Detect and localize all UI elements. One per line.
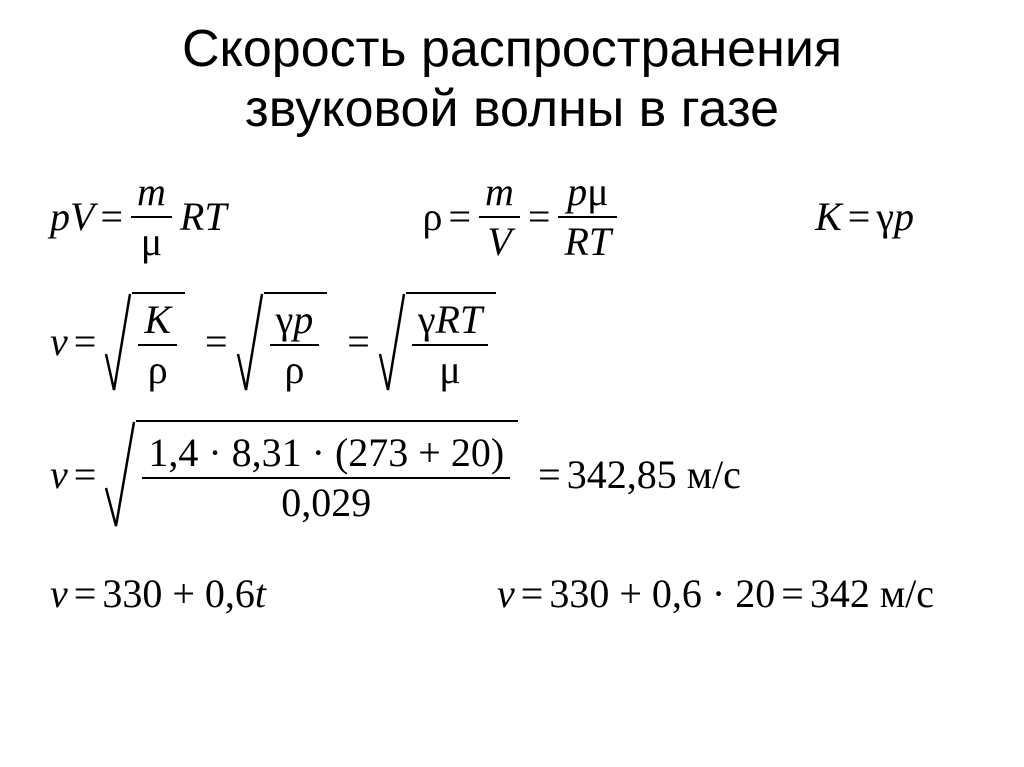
numerator-gp: γp (270, 298, 320, 342)
var-v: v (50, 570, 68, 617)
fraction-pmu-over-RT: pμ RT (558, 170, 617, 264)
title-line-2: звуковой волны в газе (245, 80, 779, 138)
fraction-numeric: 1,4 · 8,31 · (273 + 20) 0,029 (142, 431, 510, 525)
velocity-numeric: v = 1,4 · 8,31 · (273 + 20) 0,029 = (50, 420, 741, 530)
density-equation: ρ = m V = pμ RT (422, 170, 619, 264)
slide: Скорость распространения звуковой волны … (0, 0, 1024, 767)
equation-row-1: p V = m μ R T ρ = m V (50, 170, 974, 264)
numerator-m: m (479, 170, 520, 214)
slide-title: Скорость распространения звуковой волны … (50, 20, 974, 140)
var-v: v (497, 570, 515, 617)
result-value: 342 м/с (810, 570, 934, 617)
equals-sign: = (74, 570, 97, 617)
equals-sign: = (528, 193, 551, 240)
sqrt-K-over-rho: K ρ (104, 292, 185, 392)
denominator-rho: ρ (142, 348, 174, 392)
denominator-numeric: 0,029 (275, 481, 377, 525)
fraction-m-over-V: m V (479, 170, 520, 264)
ideal-gas-equation: p V = m μ R T (50, 170, 227, 264)
equals-sign: = (521, 570, 544, 617)
result-value: 342,85 м/с (567, 451, 741, 498)
equals-sign: = (74, 451, 97, 498)
equals-sign: = (205, 318, 228, 365)
numerator-gRT: γRT (412, 298, 488, 342)
numerator-m: m (131, 170, 172, 214)
var-t: t (255, 570, 266, 617)
var-T: T (204, 193, 226, 240)
denominator-V: V (481, 220, 517, 264)
velocity-derivation: v = K ρ = (50, 292, 498, 392)
var-v: v (50, 451, 68, 498)
fraction-gp-over-rho: γp ρ (270, 298, 320, 392)
fraction-gRT-over-mu: γRT μ (412, 298, 488, 392)
equals-sign: = (538, 451, 561, 498)
equation-row-2: v = K ρ = (50, 292, 974, 392)
equation-row-4: v = 330 + 0,6 t v = 330 + 0,6 · 20 = 342… (50, 570, 974, 617)
radical-icon (236, 292, 264, 392)
sqrt-gRT-over-mu: γRT μ (378, 292, 496, 392)
denominator-mu: μ (135, 220, 168, 264)
equals-sign: = (781, 570, 804, 617)
radical-icon (104, 292, 132, 392)
equation-row-3: v = 1,4 · 8,31 · (273 + 20) 0,029 = (50, 420, 974, 530)
var-p: p (894, 193, 914, 240)
var-K: K (815, 193, 842, 240)
denominator-mu: μ (433, 348, 466, 392)
velocity-linear-numeric: v = 330 + 0,6 · 20 = 342 м/с (497, 570, 934, 617)
bulk-modulus-equation: K = γ p (815, 193, 914, 240)
fraction-K-over-rho: K ρ (138, 298, 177, 392)
fraction-m-over-mu: m μ (131, 170, 172, 264)
expr: 330 + 0,6 · 20 (549, 570, 775, 617)
sqrt-gp-over-rho: γp ρ (236, 292, 328, 392)
equals-sign: = (347, 318, 370, 365)
velocity-linear-formula: v = 330 + 0,6 t (50, 570, 266, 617)
var-V: V (70, 193, 94, 240)
expr: 330 + 0,6 (102, 570, 255, 617)
equals-sign: = (448, 193, 471, 240)
equals-sign: = (100, 193, 123, 240)
var-gamma: γ (876, 193, 894, 240)
numerator-numeric: 1,4 · 8,31 · (273 + 20) (142, 431, 510, 475)
var-rho: ρ (422, 193, 442, 240)
equals-sign: = (74, 318, 97, 365)
equals-sign: = (848, 193, 871, 240)
var-p: p (50, 193, 70, 240)
var-R: R (180, 193, 204, 240)
title-line-1: Скорость распространения (182, 20, 842, 78)
var-v: v (50, 318, 68, 365)
radical-icon (104, 420, 136, 530)
denominator-rho: ρ (278, 348, 310, 392)
radical-icon (378, 292, 406, 392)
sqrt-numeric: 1,4 · 8,31 · (273 + 20) 0,029 (104, 420, 518, 530)
denominator-RT: RT (558, 220, 617, 264)
numerator-K: K (138, 298, 177, 342)
numerator-pmu: pμ (561, 170, 614, 214)
